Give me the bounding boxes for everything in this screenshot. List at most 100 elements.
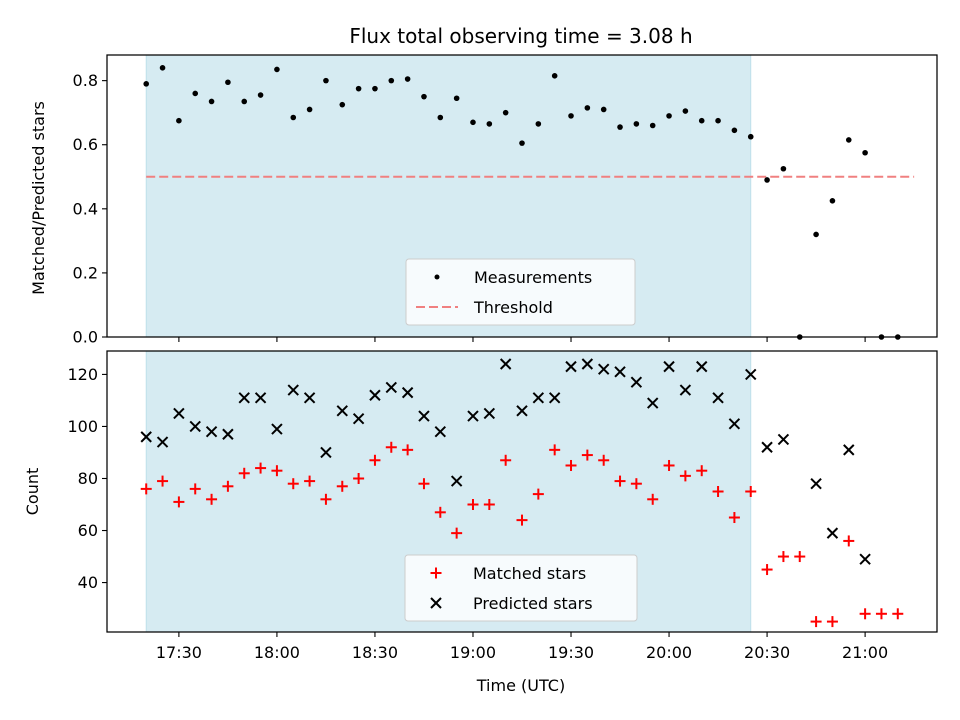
measurement-point [519, 140, 525, 146]
measurement-point [845, 137, 852, 143]
matched-star-point [385, 441, 397, 453]
predicted-star-point [418, 410, 430, 422]
x-axis-label: Time (UTC) [476, 676, 565, 695]
x-tick-label: 18:00 [254, 643, 300, 662]
top-legend-box [405, 258, 636, 326]
measurement-point [502, 109, 509, 116]
matched-star-point [434, 506, 446, 518]
predicted-star-point [565, 360, 577, 373]
predicted-star-point [450, 475, 463, 487]
matched-star-point [549, 444, 561, 456]
y-tick-label: 120 [67, 365, 98, 384]
matched-star-point [565, 459, 577, 471]
legend-x-marker [430, 597, 442, 609]
matched-star-point [630, 478, 642, 490]
measurement-point [486, 121, 493, 127]
predicted-star-point [647, 397, 659, 409]
bottom-panel: 40 60 80 100 120 17:30 18:00 18:30 19:00 19:30 20… [23, 350, 938, 695]
predicted-star-point [826, 527, 839, 539]
matched-star-point [451, 527, 463, 539]
predicted-star-point [516, 405, 528, 417]
measurement-point [666, 113, 672, 119]
legend-matched-marker [430, 567, 442, 579]
measurement-point [780, 165, 787, 172]
predicted-star-point [254, 392, 267, 404]
matched-star-point [336, 480, 348, 492]
matched-star-point [467, 499, 479, 511]
predicted-star-point [140, 431, 152, 443]
measurement-point [715, 117, 721, 124]
predicted-star-point [189, 420, 201, 433]
bottom-legend-box [404, 554, 638, 622]
predicted-star-point [336, 405, 348, 417]
matched-star-point [859, 608, 871, 620]
bottom-y-axis-label: Count [23, 468, 42, 516]
measurement-point [584, 105, 591, 111]
matched-star-point [875, 608, 887, 620]
predicted-star-point [434, 425, 447, 438]
x-tick-label: 20:00 [646, 643, 692, 662]
matched-star-point [598, 454, 610, 466]
measurement-point [372, 85, 378, 92]
x-tick-label: 21:00 [842, 643, 888, 662]
predicted-star-point [222, 428, 234, 440]
predicted-star-point [810, 477, 822, 490]
legend-threshold-label: Threshold [473, 298, 553, 317]
bottom-x-ticks: 17:30 18:00 18:30 19:00 19:30 20:00 20:30 21:00 [156, 632, 888, 662]
matched-star-point [402, 444, 414, 456]
matched-star-point [304, 475, 316, 487]
legend-matched-label: Matched stars [473, 564, 586, 583]
x-tick-label: 19:00 [450, 643, 496, 662]
measurement-point [551, 73, 558, 79]
x-tick-label: 20:30 [744, 643, 790, 662]
measurement-point [421, 93, 427, 100]
legend-predicted-label: Predicted stars [473, 594, 593, 613]
y-tick-label: 0.0 [73, 328, 98, 347]
matched-star-point [794, 551, 806, 563]
measurement-point [568, 113, 574, 119]
measurement-point [388, 77, 395, 84]
measurement-point [813, 231, 819, 238]
predicted-star-point [777, 433, 790, 446]
matched-star-point [728, 512, 740, 524]
y-tick-label: 0.2 [73, 263, 98, 282]
matched-star-point [581, 449, 593, 461]
matched-star-point [761, 564, 773, 576]
predicted-star-point [696, 360, 708, 373]
legend-predicted-marker [430, 597, 442, 609]
matched-star-point [663, 459, 675, 471]
y-tick-label: 0.4 [73, 199, 98, 218]
predicted-star-points [140, 358, 871, 565]
measurement-point [274, 66, 280, 73]
measurement-point [159, 65, 166, 71]
chart-title: Flux total observing time = 3.08 h [349, 24, 692, 48]
bottom-axes-frame [106, 350, 938, 633]
measurement-point [764, 177, 770, 183]
measurement-point [453, 95, 460, 102]
matched-star-point [271, 465, 283, 477]
predicted-star-point [745, 368, 757, 381]
matched-star-point [532, 488, 544, 500]
predicted-star-point [156, 436, 169, 448]
y-tick-label: 40 [78, 573, 98, 592]
matched-star-point [843, 535, 855, 547]
matched-star-point [222, 480, 234, 492]
predicted-star-point [499, 358, 512, 370]
measurement-point [535, 121, 542, 127]
measurement-point [257, 92, 264, 98]
predicted-star-point [205, 425, 218, 438]
predicted-star-point [663, 360, 675, 373]
measurement-point [731, 127, 738, 134]
measurement-point [600, 106, 607, 113]
y-tick-label: 80 [78, 469, 98, 488]
measurement-point [192, 90, 199, 97]
matched-star-point [679, 470, 691, 482]
measurement-point [225, 79, 231, 86]
matched-star-point [287, 478, 299, 490]
matched-star-point [206, 493, 218, 505]
top-axes-frame [106, 54, 938, 338]
matched-star-point [745, 486, 757, 497]
matched-star-point [892, 608, 904, 620]
matched-star-point [696, 465, 708, 477]
